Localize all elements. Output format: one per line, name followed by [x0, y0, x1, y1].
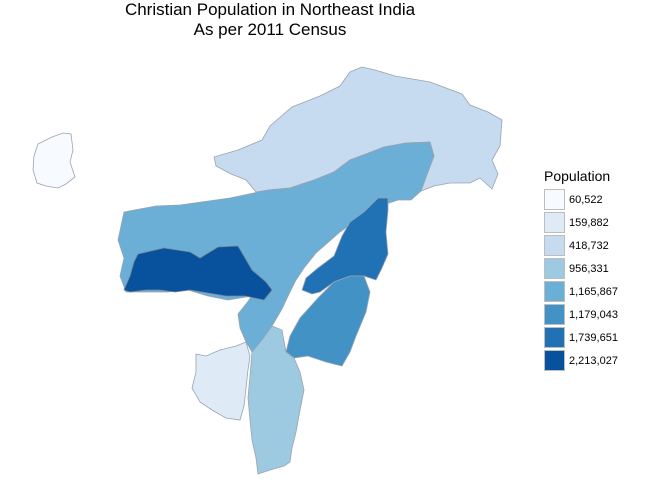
legend-swatch: [544, 212, 565, 233]
legend-label: 60,522: [569, 193, 603, 206]
region-manipur[interactable]: [285, 275, 371, 367]
legend-item: 1,179,043: [544, 303, 618, 326]
region-tripura[interactable]: [191, 341, 251, 421]
legend-swatch: [544, 235, 565, 256]
legend-item: 60,522: [544, 188, 618, 211]
legend-items: 60,522 159,882 418,732 956,331 1,165,867 1,17…: [544, 188, 618, 372]
legend-swatch: [544, 189, 565, 210]
legend-item: 418,732: [544, 234, 618, 257]
legend-label: 1,165,867: [569, 285, 618, 298]
region-nagaland[interactable]: [301, 197, 389, 295]
legend-title: Population: [544, 168, 611, 184]
legend-item: 2,213,027: [544, 349, 618, 372]
region-assam[interactable]: [117, 141, 435, 353]
legend-item: 1,739,651: [544, 326, 618, 349]
legend-item: 1,165,867: [544, 280, 618, 303]
title-line-2: As per 2011 Census: [193, 20, 347, 39]
title-line-1: Christian Population in Northeast India: [124, 0, 416, 19]
legend-label: 2,213,027: [569, 354, 618, 367]
legend-swatch: [544, 258, 565, 279]
region-sikkim[interactable]: [32, 132, 76, 189]
legend-swatch: [544, 281, 565, 302]
chart-title: Christian Population in Northeast India …: [60, 0, 480, 40]
region-meghalaya[interactable]: [123, 245, 273, 301]
region-mizoram[interactable]: [247, 325, 305, 475]
legend-label: 1,179,043: [569, 308, 618, 321]
legend-item: 159,882: [544, 211, 618, 234]
legend-label: 159,882: [569, 216, 609, 229]
legend-label: 956,331: [569, 262, 609, 275]
legend-swatch: [544, 350, 565, 371]
legend: Population 60,522 159,882 418,732 956,331 1,…: [544, 168, 618, 372]
legend-item: 956,331: [544, 257, 618, 280]
legend-swatch: [544, 304, 565, 325]
legend-label: 1,739,651: [569, 331, 618, 344]
legend-label: 418,732: [569, 239, 609, 252]
legend-swatch: [544, 327, 565, 348]
